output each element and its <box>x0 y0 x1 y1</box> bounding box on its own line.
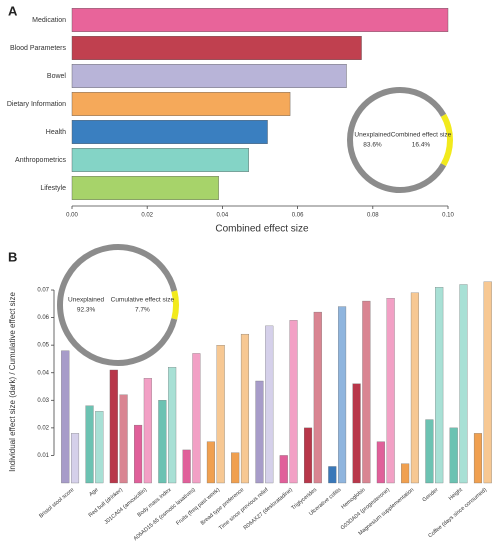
panel-label: B <box>8 249 17 264</box>
bar <box>158 400 167 484</box>
y-tick-label: 0.02 <box>37 425 49 431</box>
bar <box>459 284 468 484</box>
y-tick-label: 0.01 <box>37 453 49 459</box>
category-label: Anthropometrics <box>15 157 66 164</box>
bar <box>61 350 70 484</box>
category-label: Dietary Information <box>7 101 66 108</box>
bar <box>71 8 449 32</box>
x-tick-label: Age <box>88 487 99 498</box>
bar <box>71 176 219 200</box>
bar <box>386 298 395 484</box>
x-axis-title: Combined effect size <box>215 224 309 235</box>
bar <box>449 427 458 484</box>
x-tick-label: Height <box>448 487 464 502</box>
y-tick-label: 0.03 <box>37 398 49 404</box>
donut-slice <box>171 290 179 320</box>
x-tick-label: Bristol stool score <box>38 487 75 519</box>
bar <box>85 405 94 484</box>
bar <box>352 383 361 484</box>
bar <box>71 120 268 144</box>
y-tick-label: 0.06 <box>37 315 49 321</box>
bar <box>410 292 419 484</box>
donut-value: 83.6% <box>363 142 382 149</box>
bar <box>313 311 322 484</box>
bar <box>216 345 225 484</box>
bar <box>192 353 201 484</box>
y-tick-label: 0.05 <box>37 343 49 349</box>
donut-label: Unexplained <box>354 132 391 139</box>
x-tick-label: J01CA04 (amoxicillin) <box>104 487 149 526</box>
bar <box>168 367 177 484</box>
bar <box>119 394 128 484</box>
x-tick-label: Bread type preference <box>200 487 246 527</box>
bar <box>255 380 264 484</box>
panel-label: A <box>8 3 18 18</box>
bar <box>240 333 250 484</box>
category-label: Lifestyle <box>40 185 66 192</box>
category-label: Blood Parameters <box>10 45 67 52</box>
bar <box>71 64 347 88</box>
bar <box>206 441 215 484</box>
bar <box>70 433 80 484</box>
bar <box>401 463 410 484</box>
x-tick-label: 0.08 <box>367 213 379 219</box>
bar <box>483 281 492 484</box>
bar <box>425 419 434 484</box>
bar <box>289 320 298 484</box>
x-tick-label: Gender <box>422 487 440 503</box>
y-axis-title: Individual effect size (dark) / Cumulati… <box>8 292 17 472</box>
y-tick-label: 0.04 <box>37 370 49 376</box>
x-tick-label: R06AX27 (desloratadine) <box>243 487 294 531</box>
bar <box>109 369 118 484</box>
y-tick-label: 0.07 <box>37 288 49 294</box>
x-tick-label: 0.00 <box>66 213 78 219</box>
donut-slice <box>57 244 178 366</box>
bar <box>95 411 104 484</box>
bar <box>265 325 274 484</box>
donut-label: Cumulative effect size <box>111 297 175 304</box>
donut-value: 92.3% <box>77 307 96 314</box>
bar <box>338 306 347 484</box>
bar <box>71 148 249 172</box>
x-tick-label: 0.02 <box>141 213 153 219</box>
category-label: Bowel <box>47 73 67 80</box>
bar <box>71 92 291 116</box>
bar <box>303 427 313 484</box>
category-label: Health <box>46 129 66 136</box>
donut-label: Combined effect size <box>391 132 452 139</box>
bar <box>182 449 191 484</box>
bar <box>362 300 371 484</box>
bar <box>279 455 288 484</box>
donut-slice <box>347 87 447 193</box>
bar <box>473 433 483 484</box>
bar <box>328 466 337 484</box>
bar <box>71 36 362 60</box>
donut-value: 16.4% <box>412 142 431 149</box>
x-tick-label: 0.10 <box>442 213 454 219</box>
x-tick-label: 0.06 <box>292 213 304 219</box>
bar <box>435 287 444 484</box>
bar <box>143 378 152 484</box>
x-tick-label: 0.04 <box>217 213 229 219</box>
donut-value: 7.7% <box>135 307 150 314</box>
bar <box>231 452 240 484</box>
bar <box>134 424 143 484</box>
category-label: Medication <box>32 17 66 24</box>
donut-slice <box>440 113 453 167</box>
x-tick-label: Fruits (freq past week) <box>175 487 221 527</box>
donut-label: Unexplained <box>68 297 105 304</box>
bar <box>376 441 385 484</box>
